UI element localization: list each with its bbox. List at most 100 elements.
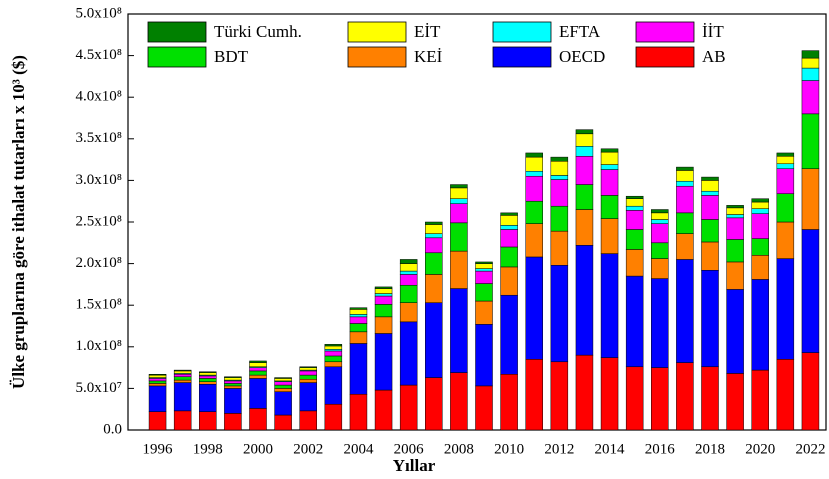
y-tick-label: 1.5x10⁸ — [76, 297, 122, 313]
bar-segment — [676, 170, 694, 182]
x-tick-label: 2008 — [444, 441, 474, 457]
bar-segment — [575, 184, 594, 210]
bar-segment — [173, 376, 192, 381]
bar-segment — [399, 259, 418, 264]
bar-segment — [425, 274, 443, 303]
bar-segment — [274, 378, 292, 382]
bar-segment — [399, 270, 418, 275]
bar-segment — [726, 239, 744, 263]
bar-segment — [249, 408, 267, 431]
legend-label: OECD — [559, 47, 605, 66]
bar-segment — [525, 152, 543, 158]
bar-segment — [349, 307, 368, 310]
bar-segment — [801, 80, 820, 115]
bar-segment — [199, 375, 217, 379]
bar-segment — [299, 366, 317, 368]
bar-segment — [726, 217, 744, 240]
x-tick-label: 2016 — [645, 441, 676, 457]
bar-segment — [374, 316, 393, 334]
x-tick-label: 2002 — [293, 441, 323, 457]
bar-segment — [676, 259, 694, 363]
bar-segment — [525, 359, 543, 431]
bar-segment — [324, 345, 343, 350]
x-tick-label: 1996 — [143, 441, 174, 457]
bar-segment — [148, 411, 167, 431]
bar-segment — [751, 208, 769, 214]
bar-segment — [374, 304, 393, 318]
bar-segment — [525, 156, 543, 172]
bar-segment — [625, 275, 644, 368]
bar-segment — [450, 198, 468, 204]
bar-segment — [651, 223, 669, 244]
legend-label: EİT — [414, 22, 441, 41]
bar-segment — [475, 261, 493, 264]
bar-segment — [651, 367, 669, 431]
x-tick-label: 2020 — [745, 441, 775, 457]
bar-segment — [475, 324, 493, 387]
bar-segment — [148, 374, 167, 378]
bar-segment — [801, 113, 820, 170]
bar-segment — [349, 331, 368, 344]
bar-segment — [450, 203, 468, 224]
bar-segment — [525, 223, 543, 258]
legend-swatch — [635, 46, 695, 68]
bar-segment — [676, 212, 694, 234]
bar-segment — [701, 366, 719, 431]
y-tick-label: 5.0x10⁷ — [76, 380, 122, 396]
bar-segment — [475, 385, 493, 431]
bar-segment — [425, 302, 443, 378]
bar-segment — [399, 274, 418, 286]
bar-segment — [199, 371, 217, 373]
legend-label: Türki Cumh. — [214, 22, 302, 41]
bar-segment — [475, 300, 493, 325]
bar-segment — [600, 253, 619, 358]
bar-segment — [324, 361, 343, 368]
bar-segment — [751, 279, 769, 371]
bar-segment — [173, 379, 192, 383]
bar-segment — [374, 286, 393, 289]
y-tick-label: 3.5x10⁸ — [76, 130, 122, 146]
bar-segment — [450, 222, 468, 252]
bar-segment — [274, 381, 292, 386]
legend-swatch — [492, 21, 552, 43]
y-tick-label: 2.0x10⁸ — [76, 255, 122, 271]
bar-segment — [625, 366, 644, 431]
bar-segment — [249, 378, 267, 409]
bar-segment — [701, 180, 719, 192]
bar-segment — [776, 258, 795, 360]
bar-segment — [651, 219, 669, 224]
bar-segment — [324, 366, 343, 405]
bar-segment — [525, 170, 543, 177]
bar-segment — [274, 414, 292, 431]
bar-segment — [224, 383, 242, 387]
bar-segment — [475, 268, 493, 272]
bar-segment — [676, 233, 694, 260]
bar-segment — [751, 201, 769, 209]
bar-segment — [625, 249, 644, 277]
legend-label: AB — [702, 47, 726, 66]
bar-segment — [399, 302, 418, 323]
bar-segment — [173, 410, 192, 431]
bar-segment — [349, 393, 368, 431]
bar-segment — [349, 309, 368, 315]
bar-segment — [726, 214, 744, 219]
bar-segment — [801, 50, 820, 59]
legend-label: KEİ — [414, 47, 443, 66]
x-axis-title: Yıllar — [393, 456, 436, 475]
legend-swatch — [635, 21, 695, 43]
bar-segment — [274, 377, 292, 379]
bar-segment — [801, 168, 820, 230]
bar-segment — [324, 350, 343, 357]
bar-segment — [324, 344, 343, 347]
bar-segment — [676, 185, 694, 214]
legend-swatch — [492, 46, 552, 68]
bar-segment — [801, 352, 820, 431]
bar-segment — [374, 389, 393, 431]
bar-segment — [575, 245, 594, 356]
bar-segment — [374, 333, 393, 391]
bar-segment — [575, 354, 594, 431]
x-tick-label: 2012 — [544, 441, 574, 457]
x-tick-label: 2018 — [695, 441, 725, 457]
y-tick-label: 4.0x10⁸ — [76, 89, 122, 105]
